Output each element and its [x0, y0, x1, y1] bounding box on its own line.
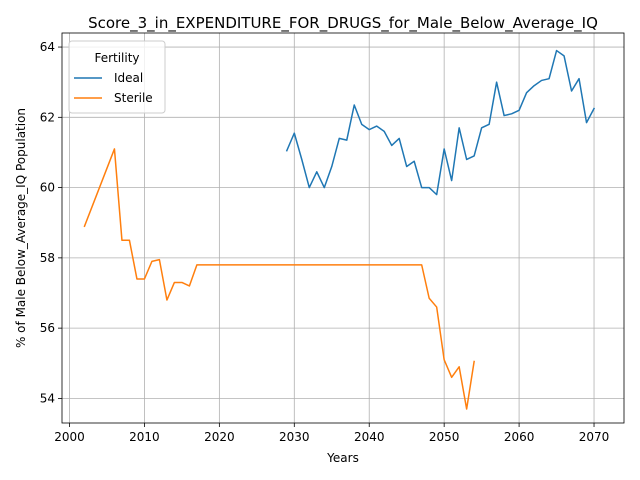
y-axis-ticks: 54 56 58 60 62 64	[40, 40, 62, 405]
x-tick-label: 2050	[429, 430, 460, 444]
x-axis-label: Years	[326, 451, 359, 465]
x-tick-label: 2060	[504, 430, 535, 444]
y-tick-label: 56	[40, 321, 55, 335]
x-tick-label: 2040	[354, 430, 385, 444]
legend: Fertility Ideal Sterile	[68, 40, 166, 114]
series-line-ideal	[285, 49, 596, 196]
grid-layer	[62, 33, 624, 423]
x-tick-label: 2020	[204, 430, 235, 444]
series-layer	[83, 49, 596, 410]
y-tick-label: 62	[40, 110, 55, 124]
x-axis-ticks: 2000 2010 2020 2030 2040 2050 2060 2070	[54, 423, 609, 444]
y-tick-label: 60	[40, 181, 55, 195]
plot-frame	[61, 32, 625, 424]
x-tick-label: 2030	[279, 430, 310, 444]
y-tick-label: 54	[40, 391, 55, 405]
legend-label-sterile: Sterile	[114, 91, 153, 105]
chart-title: Score_3_in_EXPENDITURE_FOR_DRUGS_for_Mal…	[88, 14, 598, 33]
x-tick-label: 2010	[129, 430, 160, 444]
legend-label-ideal: Ideal	[114, 71, 143, 85]
y-axis-label: % of Male Below_Average_IQ Population	[14, 108, 28, 348]
legend-title: Fertility	[94, 51, 139, 65]
x-tick-label: 2000	[54, 430, 85, 444]
legend-box	[68, 40, 166, 114]
y-tick-label: 64	[40, 40, 55, 54]
series-line-sterile	[83, 148, 475, 410]
x-tick-label: 2070	[579, 430, 610, 444]
y-tick-label: 58	[40, 251, 55, 265]
